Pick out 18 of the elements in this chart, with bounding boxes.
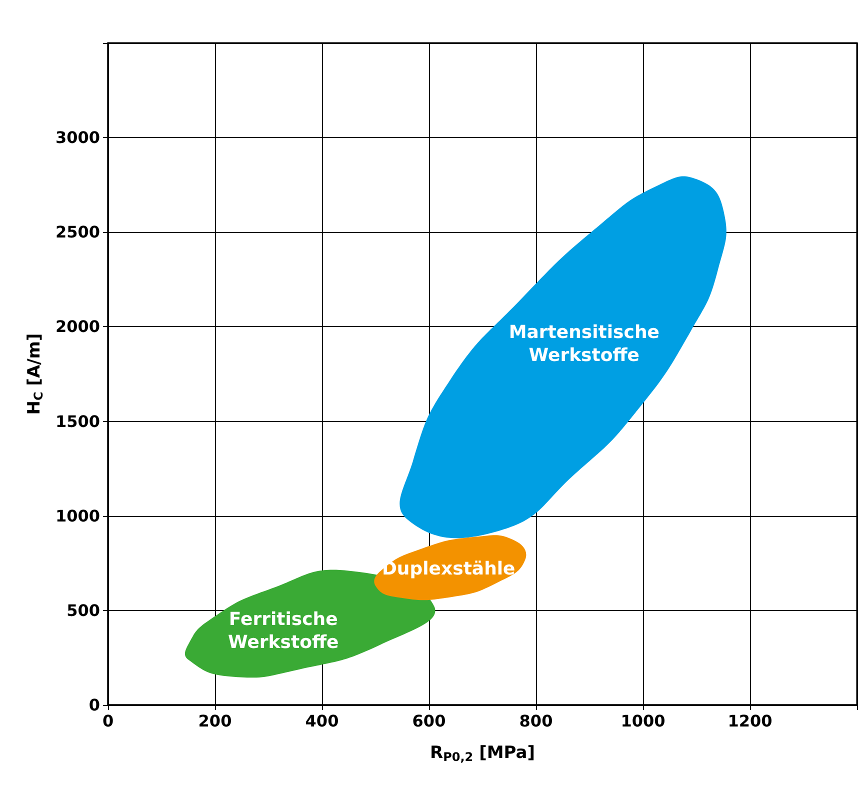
series-label: Ferritische Werkstoffe [228,609,339,654]
y-axis-title: HC [A/m] [24,333,46,415]
y-tick-label: 2500 [55,222,100,242]
x-tick-label: 1000 [620,712,666,730]
y-tick-label: 500 [66,600,100,620]
series-label: Duplexstähle [382,558,516,580]
y-tick-label: 3000 [55,128,100,148]
y-tick-label: 2000 [55,317,100,336]
series-label: Martensitische Werkstoffe [508,322,660,366]
x-tick-label: 800 [519,712,553,730]
x-tick-label: 1200 [728,712,772,730]
x-tick-label: 600 [412,712,446,730]
x-tick-label: 0 [102,712,114,730]
y-tick-label: 1500 [55,412,100,431]
y-tick-label: 0 [88,696,100,714]
x-tick-label: 400 [305,712,339,730]
y-tick-label: 1000 [55,506,100,526]
x-tick-label: 200 [198,712,232,730]
